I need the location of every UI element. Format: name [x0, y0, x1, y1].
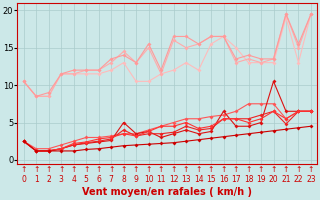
X-axis label: Vent moyen/en rafales ( km/h ): Vent moyen/en rafales ( km/h ) — [82, 187, 252, 197]
